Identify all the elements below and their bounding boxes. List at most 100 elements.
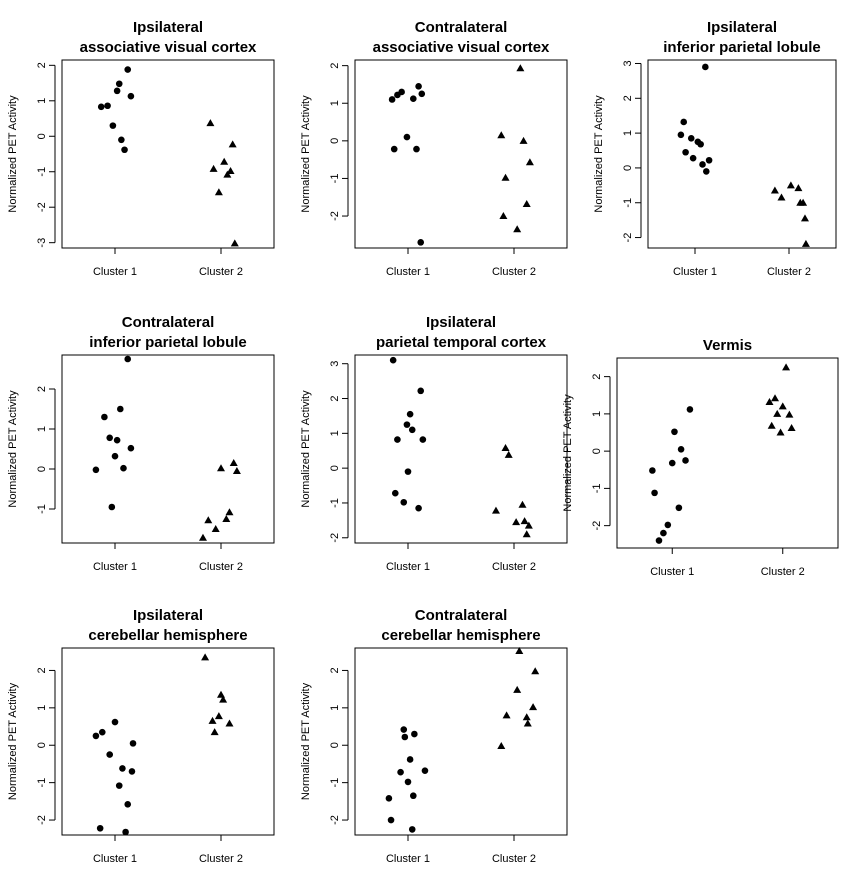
y-tick-label: -3 [36,238,48,248]
x-tick-label: Cluster 1 [650,566,694,578]
data-point-circle [413,145,420,153]
data-point-triangle [776,428,785,436]
x-tick-label: Cluster 2 [492,266,536,278]
y-tick-label: 2 [591,374,603,380]
data-point-circle [418,90,426,98]
data-point-circle [390,145,398,153]
data-point-circle [394,436,401,443]
y-tick-label: 2 [329,63,341,69]
data-point-triangle [230,239,239,247]
data-point-triangle [217,690,225,698]
chart-title: inferior parietal lobule [663,39,821,56]
data-point-circle [401,733,409,741]
y-tick-label: 1 [329,100,341,106]
chart-panel: Vermis -2 -1 0 1 2 Normalized PET Activity Clus… [562,337,839,578]
data-point-circle [668,459,676,467]
data-point-circle [113,436,121,444]
data-point-circle [410,95,417,103]
data-point-triangle [522,713,531,721]
data-point-circle [419,436,427,443]
y-tick-label: -1 [36,778,48,788]
data-point-circle [104,102,111,110]
data-point-circle [651,489,658,497]
data-point-circle [127,92,135,100]
chart-panel: Ipsilateral cerebellar hemisphere -2 -1 0 1 2 N… [7,607,275,865]
data-point-triangle [206,119,215,127]
data-point-triangle [501,173,510,181]
data-point-circle [404,778,412,786]
data-point-circle [124,801,132,808]
data-point-triangle [226,167,235,175]
data-point-triangle [504,450,513,458]
data-point-triangle [767,421,776,429]
data-point-circle [398,88,405,96]
chart-title: Ipsilateral [133,19,203,36]
y-tick-label: 2 [329,667,341,673]
data-point-circle [408,426,416,434]
y-tick-label: 0 [36,742,48,748]
y-axis-label: Normalized PET Activity [593,95,605,213]
chart-title: Vermis [703,337,752,354]
data-point-circle [111,452,119,460]
data-point-triangle [524,521,533,529]
data-point-triangle [518,500,527,508]
data-point-triangle [219,695,228,703]
data-point-triangle [771,394,780,402]
y-axis-label: Normalized PET Activity [300,682,312,800]
data-point-triangle [211,525,220,532]
data-point-triangle [217,464,225,472]
y-tick-label: -1 [622,198,634,208]
y-tick-label: 1 [591,411,603,417]
y-tick-label: 2 [36,62,48,68]
data-point-triangle [801,239,810,247]
data-point-circle [124,355,132,363]
chart-panel: Contralateral associative visual cortex -2… [300,19,568,278]
data-point-triangle [786,181,795,189]
data-point-triangle [785,410,794,418]
data-point-circle [106,434,113,442]
data-point-triangle [229,459,238,466]
x-tick-label: Cluster 2 [199,561,243,573]
data-point-circle [108,503,116,511]
x-tick-label: Cluster 1 [93,561,137,573]
chart-panel: Ipsilateral parietal temporal cortex -2 -1 0… [300,314,568,573]
data-point-circle [391,489,399,497]
data-point-triangle [773,409,782,417]
chart-title: Ipsilateral [426,314,496,331]
data-point-circle [113,87,121,95]
data-point-circle [702,168,710,175]
data-point-triangle [778,402,787,410]
data-point-triangle [497,741,506,749]
x-tick-label: Cluster 2 [492,853,536,865]
data-point-triangle [209,164,218,172]
y-axis-label: Normalized PET Activity [7,95,19,213]
data-point-circle [410,792,417,800]
y-tick-label: 1 [36,98,48,104]
data-point-circle [388,96,396,103]
y-tick-label: 2 [36,386,48,392]
x-tick-label: Cluster 1 [386,853,430,865]
data-point-triangle [513,685,522,693]
data-point-circle [127,444,135,452]
y-tick-label: -1 [36,504,48,514]
data-point-circle [697,140,704,148]
data-point-triangle [522,530,531,538]
chart-panel: Contralateral inferior parietal lobule -1 0… [7,314,275,573]
data-point-circle [689,154,697,162]
plot-frame [61,647,275,836]
data-point-triangle [502,711,511,719]
x-tick-label: Cluster 2 [761,566,805,578]
data-point-triangle [794,184,803,192]
y-tick-label: 0 [329,465,341,471]
y-axis-label: Normalized PET Activity [7,682,19,800]
y-tick-label: 1 [36,705,48,711]
data-point-circle [92,466,100,474]
y-tick-label: -2 [329,211,341,221]
x-tick-label: Cluster 1 [93,853,137,865]
data-point-circle [682,148,689,156]
data-point-circle [98,728,106,736]
chart-panel: Ipsilateral inferior parietal lobule -2 -1 0… [593,19,837,278]
y-tick-label: 3 [329,361,341,367]
y-tick-label: 1 [329,705,341,711]
